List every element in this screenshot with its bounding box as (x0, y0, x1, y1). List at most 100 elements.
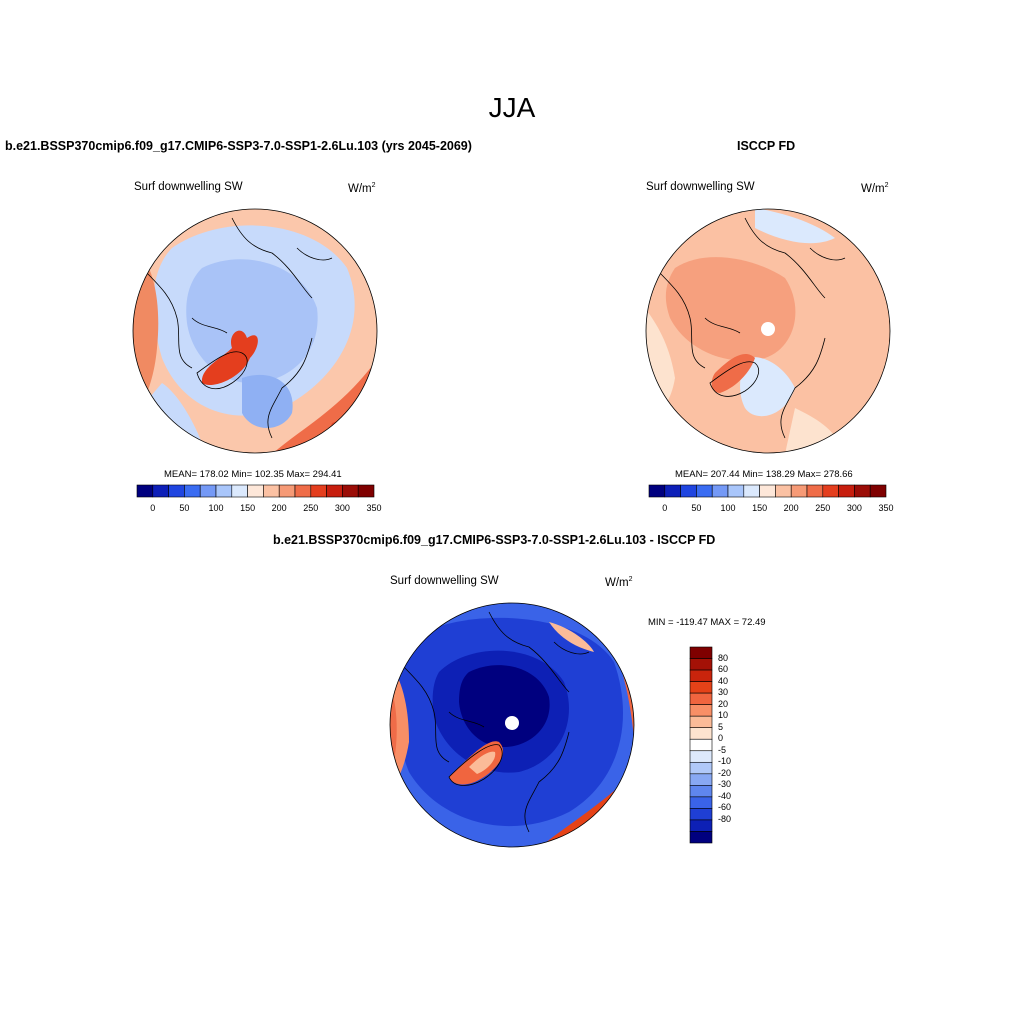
colorbar-tick-label: 300 (846, 503, 862, 513)
colorbar-tick-label: 80 (718, 652, 729, 663)
colorbar-box (689, 669, 713, 682)
colorbar-box (727, 484, 745, 498)
colorbar-tick-label: 200 (783, 503, 799, 513)
colorbar-box (231, 484, 248, 498)
panel-3-colorbar-ticks: 80 60 40 30 20 10 5 0 -5 -10 -20 -30 -40 -60 -80 (718, 647, 758, 843)
panel-1-units: W/m2 (348, 182, 376, 195)
colorbar-tick-label: 350 (366, 503, 382, 513)
colorbar-tick-label: 40 (718, 675, 729, 686)
panel-2-stats: MEAN= 207.44 Min= 138.29 Max= 278.66 (675, 469, 853, 480)
colorbar-tick-label: 30 (718, 687, 729, 698)
colorbar-tick-label: 150 (240, 503, 256, 513)
colorbar-box (689, 750, 713, 763)
panel-2-polar-map (645, 208, 891, 454)
colorbar-box (743, 484, 760, 498)
colorbar-tick-label: 350 (878, 503, 894, 513)
panel-3-variable: Surf downwelling SW (390, 575, 499, 587)
panel-3-stats: MIN = -119.47 MAX = 72.49 (648, 617, 766, 628)
colorbar-box (136, 484, 154, 498)
colorbar-box (680, 484, 697, 498)
colorbar-box (263, 484, 280, 498)
season-title: JJA (488, 92, 536, 123)
panel-2-colorbar-ticks: 0 50 100 150 200 250 300 350 (649, 503, 893, 515)
panel-1-title: b.e21.BSSP370cmip6.f09_g17.CMIP6-SSP3-7.… (5, 139, 472, 153)
colorbar-box (689, 773, 713, 786)
colorbar-tick-label: 200 (271, 503, 287, 513)
colorbar-box (689, 785, 713, 798)
colorbar-tick-label: 100 (208, 503, 224, 513)
colorbar-tick-label: -60 (718, 802, 732, 813)
panel-1-stats: MEAN= 178.02 Min= 102.35 Max= 294.41 (164, 469, 342, 480)
panel-1-variable: Surf downwelling SW (134, 181, 243, 193)
colorbar-box (689, 808, 713, 821)
panel-3-polar-map (389, 602, 635, 848)
colorbar-tick-label: 5 (718, 721, 724, 732)
colorbar-box (294, 484, 312, 498)
colorbar-tick-label: -40 (718, 790, 732, 801)
colorbar-box (806, 484, 824, 498)
colorbar-tick-label: 50 (691, 503, 702, 513)
colorbar-box (711, 484, 729, 498)
colorbar-box (790, 484, 808, 498)
panel-1-polar-map (132, 208, 378, 454)
colorbar-box (342, 484, 359, 498)
colorbar-box (854, 484, 871, 498)
colorbar-tick-label: -30 (718, 779, 732, 790)
colorbar-tick-label: 250 (303, 503, 319, 513)
colorbar-tick-label: 150 (752, 503, 768, 513)
colorbar-box (310, 484, 327, 498)
panel-2-variable: Surf downwelling SW (646, 181, 755, 193)
colorbar-box (775, 484, 792, 498)
colorbar-tick-label: 300 (334, 503, 350, 513)
panel-1-colorbar (136, 484, 375, 498)
colorbar-box (199, 484, 217, 498)
colorbar-box (838, 484, 855, 498)
colorbar-box (168, 484, 185, 498)
colorbar-tick-label: -10 (718, 756, 732, 767)
colorbar-box (278, 484, 296, 498)
colorbar-box (869, 484, 887, 498)
colorbar-box (184, 484, 201, 498)
colorbar-box (689, 715, 713, 729)
colorbar-tick-label: 0 (150, 503, 156, 513)
colorbar-tick-label: 250 (815, 503, 831, 513)
colorbar-tick-label: -20 (718, 767, 732, 778)
colorbar-box (689, 761, 713, 775)
colorbar-tick-label: -80 (718, 813, 732, 824)
panel-2-title: ISCCP FD (737, 139, 796, 153)
colorbar-box (326, 484, 343, 498)
colorbar-box (648, 484, 666, 498)
colorbar-box (689, 738, 713, 752)
colorbar-tick-label: -5 (718, 744, 727, 755)
colorbar-box (664, 484, 681, 498)
panel-3-units: W/m2 (605, 576, 633, 589)
panel-1-colorbar-ticks: 0 50 100 150 200 250 300 350 (137, 503, 381, 515)
colorbar-box (215, 484, 233, 498)
colorbar-tick-label: 60 (718, 664, 729, 675)
colorbar-box (759, 484, 776, 498)
colorbar-box (689, 819, 713, 832)
colorbar-tick-label: 10 (718, 710, 729, 721)
colorbar-tick-label: 0 (662, 503, 668, 513)
colorbar-box (689, 646, 713, 659)
colorbar-box (689, 831, 713, 844)
colorbar-box (689, 681, 713, 694)
colorbar-tick-label: 50 (179, 503, 190, 513)
colorbar-box (152, 484, 169, 498)
colorbar-box (822, 484, 839, 498)
colorbar-tick-label: 100 (720, 503, 736, 513)
colorbar-box (689, 658, 713, 671)
colorbar-box (696, 484, 713, 498)
colorbar-box (689, 727, 713, 740)
panel-2-units: W/m2 (861, 182, 889, 195)
colorbar-box (357, 484, 375, 498)
colorbar-box (689, 692, 713, 705)
panel-3-colorbar (689, 646, 713, 844)
panel-2-colorbar (648, 484, 887, 498)
colorbar-tick-label: 20 (718, 698, 729, 709)
colorbar-tick-label: 0 (718, 733, 724, 744)
colorbar-box (247, 484, 264, 498)
colorbar-box (689, 796, 713, 809)
colorbar-box (689, 704, 713, 717)
panel-3-title: b.e21.BSSP370cmip6.f09_g17.CMIP6-SSP3-7.… (273, 533, 716, 547)
